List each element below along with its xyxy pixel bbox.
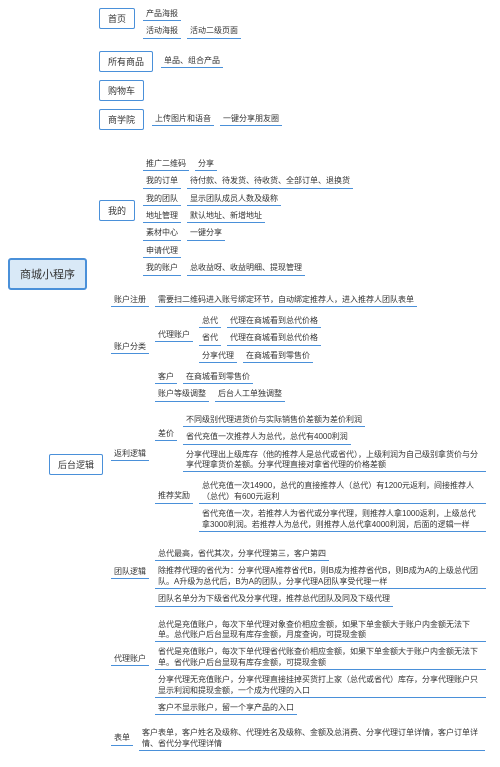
leaf: 账户注册 — [111, 294, 149, 307]
node-home: 首页 — [99, 8, 135, 29]
leaf: 总代 — [199, 315, 221, 328]
leaf: 推广二维码 — [143, 158, 189, 171]
leaf: 一键分享 — [187, 227, 225, 240]
leaf: 表单 — [111, 732, 133, 745]
leaf: 默认地址、新增地址 — [187, 210, 265, 223]
leaf: 总代是充值账户，每次下单代理对象查价相应金额，如果下单金额大于账户内金额无法下单… — [155, 619, 486, 643]
leaf: 上传图片和语音 — [152, 113, 214, 126]
leaf: 客户表单，客户姓名及级称、代理姓名及级称、金额及总消费、分享代理订单详情，客户订… — [139, 727, 485, 751]
leaf: 分享代理出上级库存（他的推荐人是总代或省代），上级利润为自己级别拿货价与分享代理… — [183, 449, 486, 473]
leaf: 总收益呀、收益明细、提现管理 — [187, 262, 305, 275]
branch-all: 所有商品 单品、组合产品 — [99, 51, 492, 72]
leaf: 我的订单 — [143, 175, 181, 188]
mindmap: 商城小程序 首页 产品海报 活动海报活动二级页面 所有商品 单品、组合产品 购物… — [8, 8, 492, 759]
leaf: 省代充值一次，若推荐人为省代或分享代理，则推荐人拿1000返利，上级总代拿300… — [199, 508, 486, 532]
leaf: 在商城看到零售价 — [243, 350, 313, 363]
leaf: 一键分享朋友圈 — [220, 113, 282, 126]
leaf: 客户 — [155, 371, 177, 384]
leaf: 素材中心 — [143, 227, 181, 240]
leaf: 活动二级页面 — [187, 25, 241, 38]
leaf: 代理在商城看到总代价格 — [227, 332, 321, 345]
leaf: 账户分类 — [111, 341, 149, 354]
node-backend: 后台逻辑 — [49, 454, 103, 475]
leaf: 代理在商城看到总代价格 — [227, 315, 321, 328]
branch-school: 商学院 上传图片和语音 一键分享朋友圈 — [99, 109, 492, 130]
leaf: 返利逻辑 — [111, 448, 149, 461]
leaf: 申请代理 — [143, 245, 181, 258]
leaf: 账户等级调整 — [155, 388, 209, 401]
leaf: 需要扫二维码进入账号绑定环节，自动绑定推荐人，进入推荐人团队表单 — [155, 294, 417, 307]
leaf: 代理账户 — [155, 329, 193, 342]
branch-cart: 购物车 — [99, 80, 492, 101]
node-school: 商学院 — [99, 109, 144, 130]
leaf: 活动海报 — [143, 25, 181, 38]
leaf: 地址管理 — [143, 210, 181, 223]
leaf: 差价 — [155, 428, 177, 441]
root-node: 商城小程序 — [8, 258, 87, 290]
leaf: 总代最高，省代其次，分享代理第三，客户第四 — [155, 548, 329, 561]
node-mine: 我的 — [99, 200, 135, 221]
leaf: 除推荐代理的省代为：分享代理A推荐省代B，则B成为推荐省代B，则B成为A的上级总… — [155, 565, 486, 589]
leaf: 分享代理无充值账户，分享代理直接挂掉买货打上家（总代或省代）库存，分享代理账户只… — [155, 674, 486, 698]
leaf: 产品海报 — [143, 8, 181, 21]
node-cart: 购物车 — [99, 80, 144, 101]
leaf: 我的团队 — [143, 193, 181, 206]
branch-mine: 我的 推广二维码分享 我的订单待付款、待发货、待收货、全部订单、退换货 我的团队… — [99, 158, 492, 280]
branch-backend: 后台逻辑 账户注册需要扫二维码进入账号绑定环节，自动绑定推荐人，进入推荐人团队表… — [49, 294, 492, 756]
leaf: 显示团队成员人数及级称 — [187, 193, 281, 206]
leaf: 我的账户 — [143, 262, 181, 275]
leaf: 在商城看到零售价 — [183, 371, 253, 384]
branch-home: 首页 产品海报 活动海报活动二级页面 — [99, 8, 492, 43]
leaf: 单品、组合产品 — [161, 55, 223, 68]
leaf: 省代是充值账户，每次下单代理省代账查价相应金额，如果下单金额大于账户内金额无法下… — [155, 646, 486, 670]
leaf: 推荐奖励 — [155, 490, 193, 503]
leaf: 分享 — [195, 158, 217, 171]
leaf: 团队名单分为下级省代及分享代理，推荐总代团队及同及下级代理 — [155, 593, 393, 606]
leaf: 客户不显示账户，留一个享产品的入口 — [155, 702, 297, 715]
leaf: 团队逻辑 — [111, 566, 149, 579]
leaf: 总代充值一次14900，总代的直接推荐人（总代）有1200元返利，间接推荐人（总… — [199, 480, 486, 504]
leaf: 代理账户 — [111, 653, 149, 666]
leaf: 省代充值一次推荐人为总代，总代有4000利润 — [183, 431, 351, 444]
leaf: 后台人工单独调整 — [215, 388, 285, 401]
branches: 首页 产品海报 活动海报活动二级页面 所有商品 单品、组合产品 购物车 商学院 … — [99, 8, 492, 759]
leaf: 待付款、待发货、待收货、全部订单、退换货 — [187, 175, 353, 188]
node-all: 所有商品 — [99, 51, 153, 72]
leaf: 分享代理 — [199, 350, 237, 363]
leaf: 不同级别代理进货价与实际销售价差额为差价利润 — [183, 414, 365, 427]
leaf: 省代 — [199, 332, 221, 345]
